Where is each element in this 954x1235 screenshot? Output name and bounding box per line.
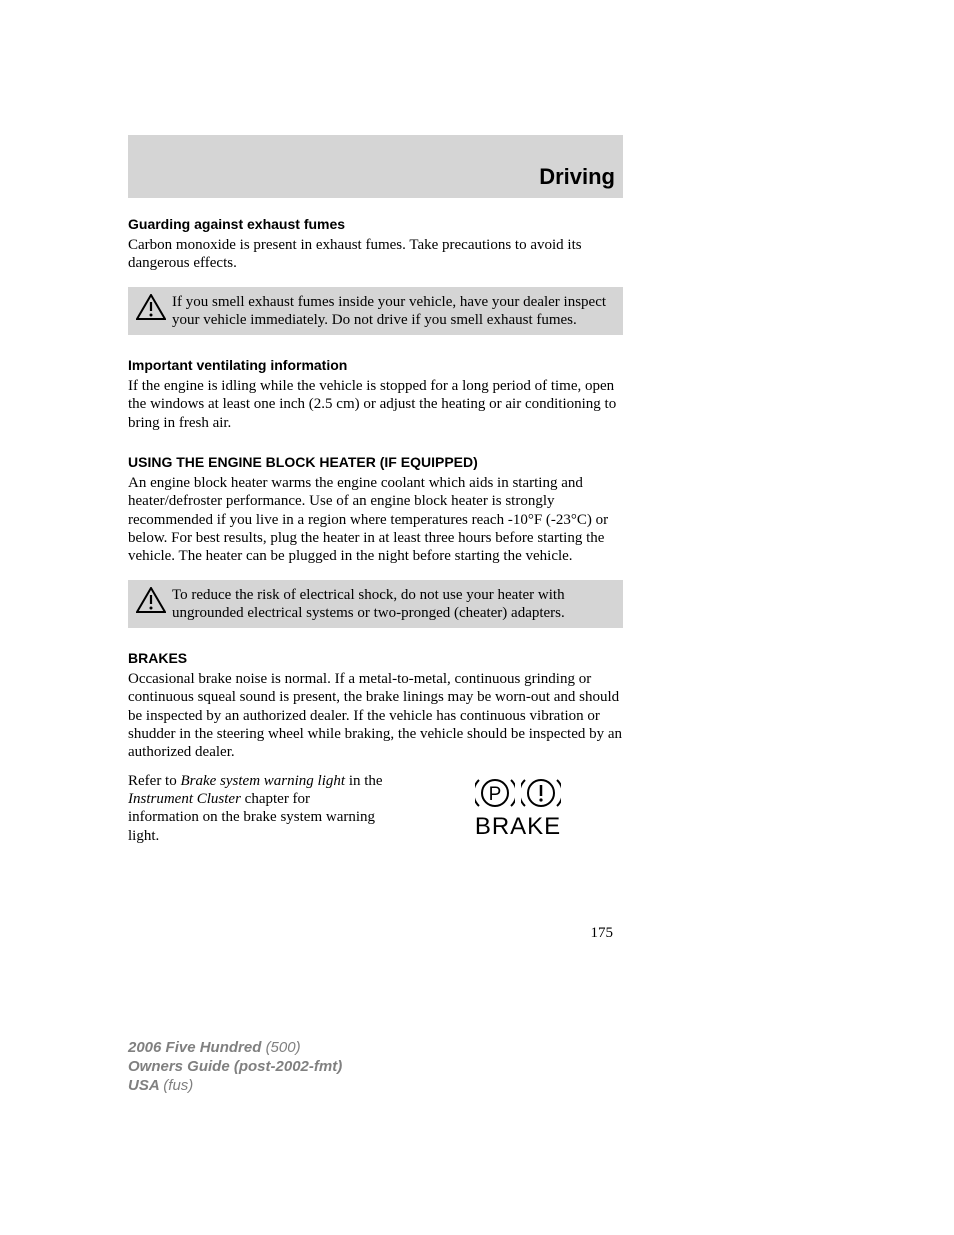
ref-pre: Refer to: [128, 773, 180, 789]
brake-circles: P: [475, 774, 561, 812]
heading-block-heater: USING THE ENGINE BLOCK HEATER (IF EQUIPP…: [128, 454, 623, 470]
header-banner: Driving: [128, 135, 623, 198]
warning-heater: To reduce the risk of electrical shock, …: [128, 580, 623, 629]
footer-line-3: USA (fus): [128, 1076, 342, 1095]
heading-brakes: BRAKES: [128, 650, 623, 666]
brake-p-letter: P: [489, 784, 502, 805]
ref-it1: Brake system warning light: [180, 773, 345, 789]
warning-heater-text: To reduce the risk of electrical shock, …: [172, 587, 565, 621]
footer: 2006 Five Hundred (500) Owners Guide (po…: [128, 1038, 342, 1096]
footer-region-code: (fus): [163, 1077, 193, 1094]
footer-model: 2006 Five Hundred: [128, 1039, 266, 1056]
warning-exhaust: If you smell exhaust fumes inside your v…: [128, 287, 623, 336]
footer-line-2: Owners Guide (post-2002-fmt): [128, 1057, 342, 1076]
page-content: Driving Guarding against exhaust fumes C…: [128, 135, 623, 845]
brake-graphic-container: P BRAKE: [413, 772, 623, 841]
brake-bang-icon: [521, 774, 561, 812]
footer-region: USA: [128, 1077, 163, 1094]
ref-it2: Instrument Cluster: [128, 791, 241, 807]
brake-graphic: P BRAKE: [475, 774, 561, 841]
brake-p-icon: P: [475, 774, 515, 812]
page-number: 175: [591, 925, 614, 942]
warning-icon: [136, 587, 166, 618]
brake-ref-text: Refer to Brake system warning light in t…: [128, 772, 383, 845]
footer-line-1: 2006 Five Hundred (500): [128, 1038, 342, 1057]
brake-ref-row: Refer to Brake system warning light in t…: [128, 772, 623, 845]
body-brakes: Occasional brake noise is normal. If a m…: [128, 670, 623, 761]
body-exhaust-fumes: Carbon monoxide is present in exhaust fu…: [128, 236, 623, 273]
warning-icon: [136, 294, 166, 325]
body-block-heater: An engine block heater warms the engine …: [128, 474, 623, 565]
ref-mid: in the: [345, 773, 383, 789]
brake-label: BRAKE: [475, 813, 561, 841]
body-ventilating: If the engine is idling while the vehicl…: [128, 377, 623, 432]
footer-model-code: (500): [266, 1039, 301, 1056]
heading-exhaust-fumes: Guarding against exhaust fumes: [128, 216, 623, 232]
content-area: Guarding against exhaust fumes Carbon mo…: [128, 198, 623, 845]
page-title: Driving: [539, 164, 615, 190]
warning-exhaust-text: If you smell exhaust fumes inside your v…: [172, 294, 606, 328]
heading-ventilating: Important ventilating information: [128, 357, 623, 373]
